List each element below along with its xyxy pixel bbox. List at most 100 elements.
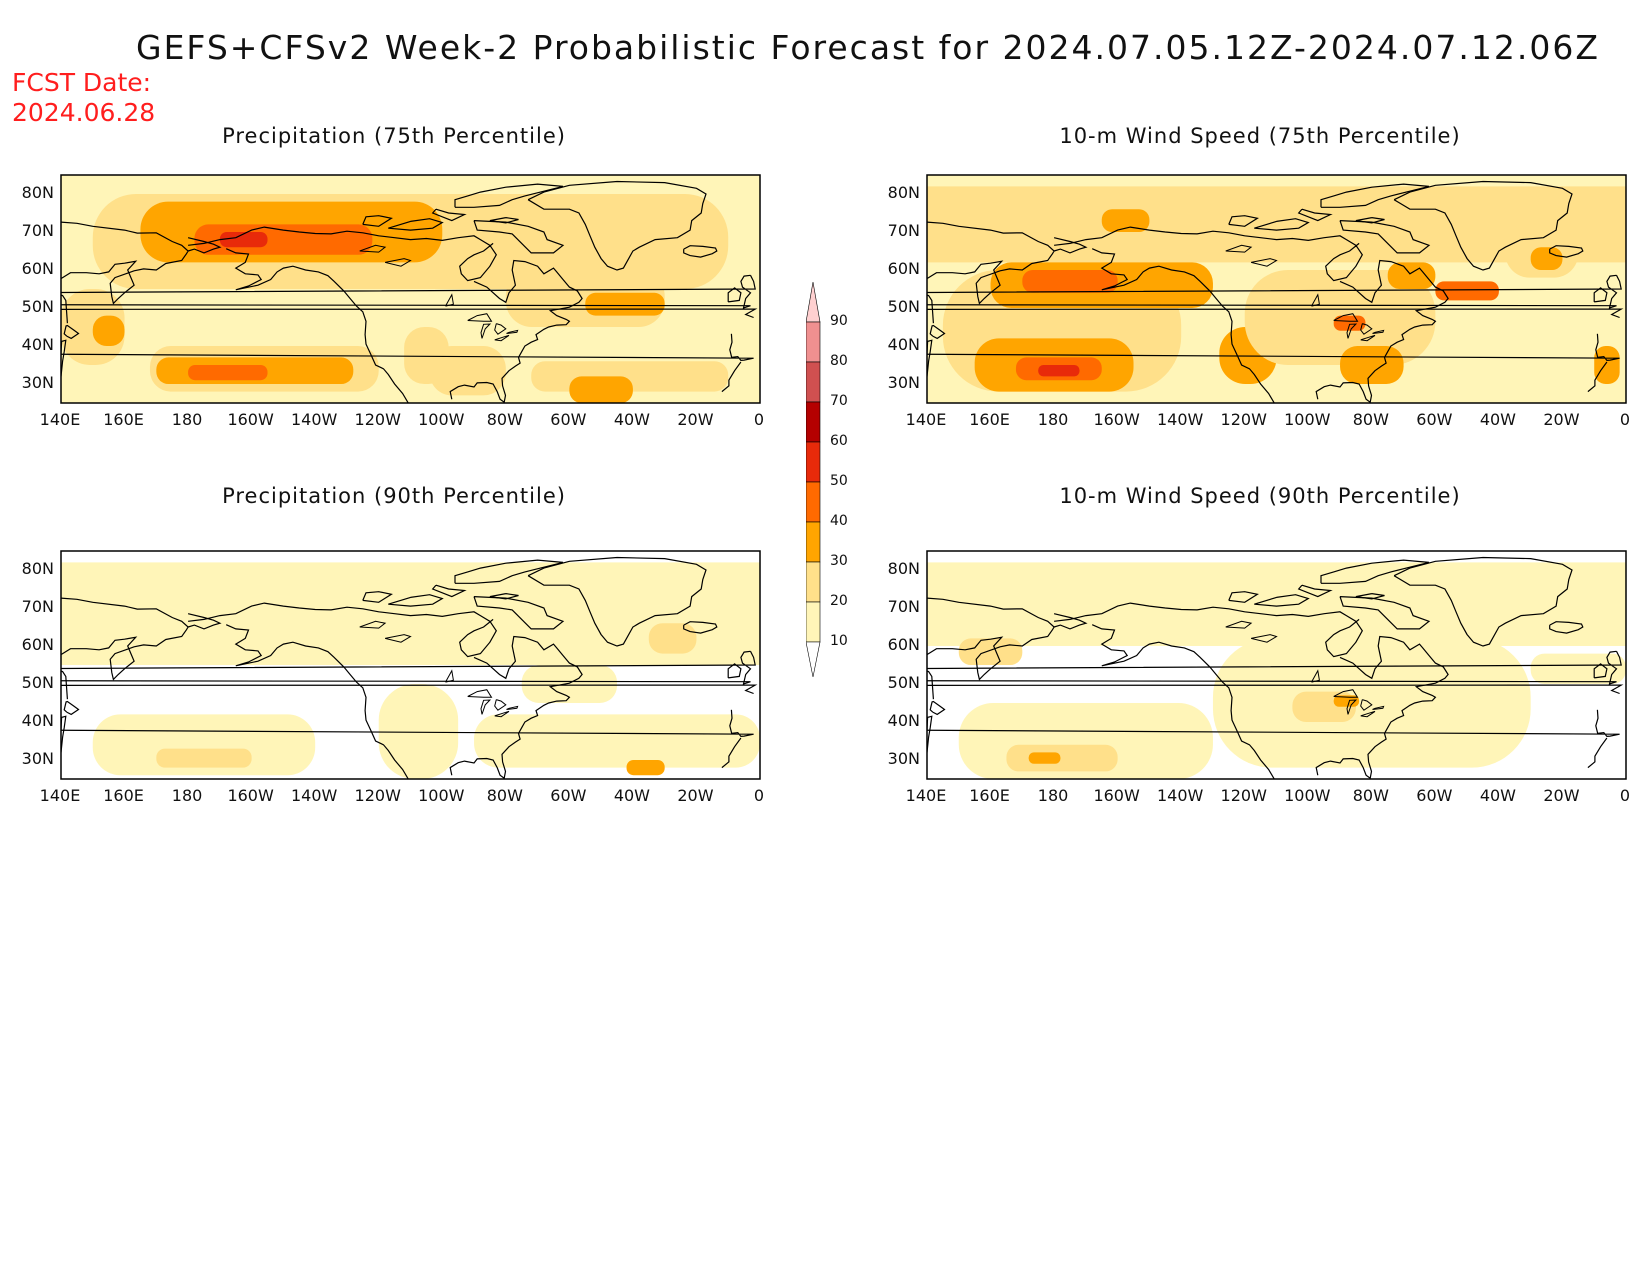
lake-outline — [506, 705, 519, 710]
forecast-date-block: FCST Date: 2024.06.28 — [12, 68, 155, 128]
probability-contour — [404, 327, 449, 384]
lake-outline — [1225, 244, 1253, 253]
latitude-label: 40N — [21, 711, 54, 730]
probability-contour — [1028, 752, 1061, 764]
probability-contour — [1022, 270, 1118, 293]
longitude-label: 40W — [1479, 786, 1516, 805]
longitude-label: 180 — [171, 786, 203, 805]
probability-contour — [626, 760, 665, 776]
coastline — [1254, 594, 1310, 607]
longitude-label: 160E — [969, 410, 1010, 429]
coastline — [1393, 556, 1573, 647]
coastline — [1549, 245, 1584, 258]
lake-outline — [384, 258, 412, 267]
colorbar-level-label: 10 — [830, 633, 848, 649]
lake-outline — [1250, 258, 1278, 267]
coastline — [1549, 621, 1584, 634]
precip-75-map — [60, 174, 761, 404]
longitude-label: 120W — [354, 786, 401, 805]
latitude-label: 60N — [887, 259, 920, 278]
coastline — [727, 287, 742, 303]
latitude-label: 80N — [21, 183, 54, 202]
probability-contour — [958, 638, 1023, 665]
coastline — [1393, 180, 1573, 271]
map-canvas — [60, 550, 761, 780]
longitude-label: 140E — [905, 410, 947, 429]
map-canvas — [926, 550, 1627, 780]
coastline — [61, 597, 189, 700]
coastline — [1339, 596, 1431, 630]
coastline — [1593, 287, 1608, 303]
lake-outline — [506, 329, 519, 334]
longitude-label: 160W — [227, 786, 274, 805]
longitude-label: 100W — [418, 410, 465, 429]
colorbar-segment — [805, 641, 821, 678]
lake-outline — [445, 293, 454, 307]
panel-title-precip-90: Precipitation (90th Percentile) — [222, 484, 566, 508]
coastline — [61, 333, 754, 362]
lake-outline — [445, 669, 454, 683]
colorbar-level-label: 50 — [830, 473, 848, 489]
colorbar-level-label: 70 — [830, 393, 848, 409]
lake-outline — [359, 244, 387, 253]
coastline — [1254, 218, 1310, 231]
lake-outline — [1311, 669, 1320, 683]
lake-outline — [1333, 313, 1359, 322]
longitude-label: 120W — [1220, 786, 1267, 805]
coastline — [473, 596, 565, 630]
coastline — [362, 591, 393, 603]
longitude-label: 40W — [1479, 410, 1516, 429]
panel-title-precip-75: Precipitation (75th Percentile) — [222, 124, 566, 148]
coastline — [927, 333, 1620, 362]
lake-outline — [1311, 293, 1320, 307]
coastline — [927, 221, 1055, 324]
coastline — [1587, 737, 1608, 769]
lake-outline — [1372, 705, 1385, 710]
coastline — [431, 208, 467, 222]
lake-outline — [494, 710, 510, 718]
latitude-label: 40N — [887, 711, 920, 730]
longitude-label: 20W — [677, 410, 714, 429]
longitude-label: 120W — [354, 410, 401, 429]
latitude-label: 70N — [887, 597, 920, 616]
colorbar-segment — [805, 281, 821, 323]
latitude-label: 50N — [21, 673, 54, 692]
coastline — [1315, 259, 1449, 403]
coastline — [388, 594, 444, 607]
colorbar-segment — [805, 521, 821, 563]
longitude-label: 140W — [290, 786, 338, 805]
longitude-label: 160W — [1093, 410, 1140, 429]
longitude-label: 140E — [39, 786, 81, 805]
map-frame — [926, 174, 1627, 404]
lake-outline — [494, 334, 510, 342]
lake-outline — [1333, 689, 1359, 698]
lake-outline — [1346, 699, 1358, 715]
coastline — [1320, 559, 1430, 584]
coastline — [929, 700, 946, 716]
latitude-label: 60N — [21, 259, 54, 278]
probability-contour — [1387, 262, 1436, 289]
coastline — [1228, 591, 1259, 603]
coastline — [61, 274, 756, 309]
longitude-label: 20W — [1543, 410, 1580, 429]
latitude-label: 70N — [21, 221, 54, 240]
latitude-label: 50N — [887, 673, 920, 692]
lake-outline — [384, 634, 412, 643]
coastline — [431, 584, 467, 598]
coastline — [1091, 248, 1275, 403]
coastline — [1297, 208, 1333, 222]
latitude-label: 80N — [887, 183, 920, 202]
wind-90-map — [926, 550, 1627, 780]
probability-contour — [156, 748, 252, 768]
longitude-label: 160E — [103, 410, 144, 429]
longitude-label: 100W — [1284, 786, 1331, 805]
coastline — [489, 217, 519, 224]
longitude-label: 60W — [1416, 786, 1453, 805]
probability-contour — [927, 562, 1626, 646]
coastline — [929, 324, 946, 340]
latitude-label: 30N — [21, 749, 54, 768]
longitude-label: 20W — [677, 786, 714, 805]
longitude-label: 80W — [486, 410, 523, 429]
longitude-label: 140W — [1156, 786, 1204, 805]
coastline — [63, 700, 80, 716]
